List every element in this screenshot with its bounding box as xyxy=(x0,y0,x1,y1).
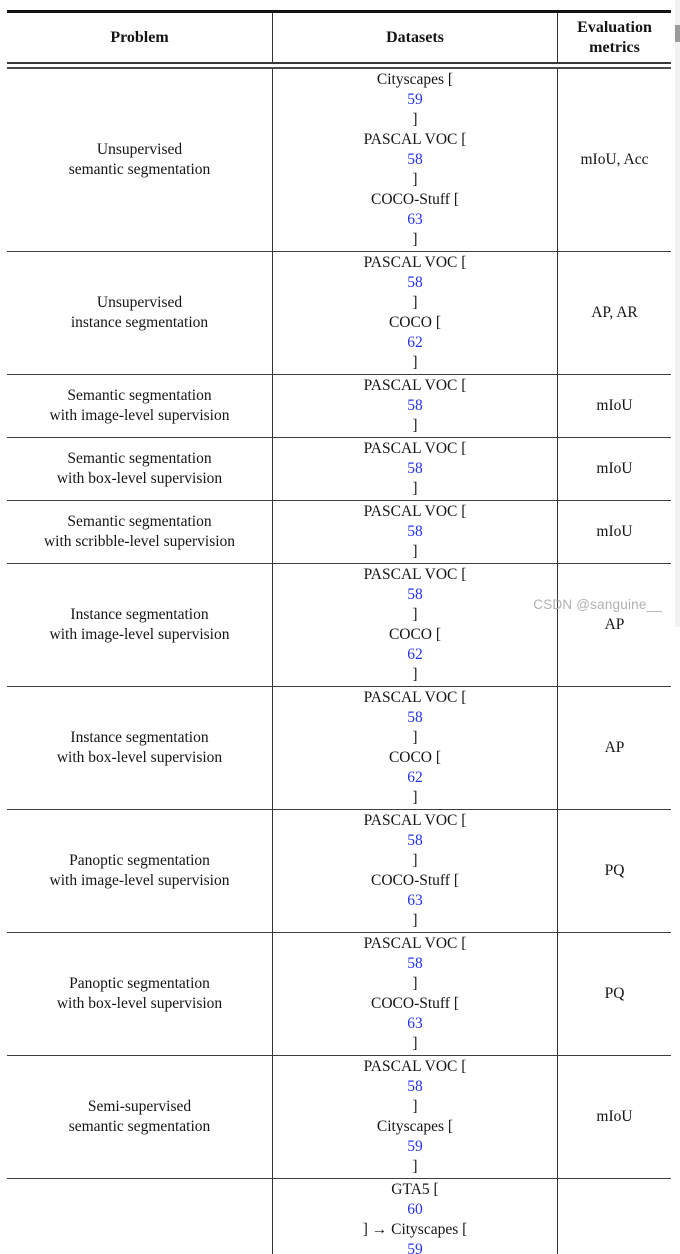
column-header-datasets: Datasets xyxy=(272,13,557,62)
citation-link[interactable]: 58 xyxy=(407,586,423,603)
table-row: Panoptic segmentation with box-level supe… xyxy=(7,933,671,1056)
metrics-cell: mIoU xyxy=(557,438,671,500)
metrics-cell: AP xyxy=(557,687,671,809)
metrics-cell: mIoU, Acc xyxy=(557,69,671,251)
citation-link[interactable]: 58 xyxy=(407,523,423,540)
citation-link[interactable]: 58 xyxy=(407,832,423,849)
problem-cell: Instance segmentation with box-level supe… xyxy=(56,729,223,766)
citation-link[interactable]: 62 xyxy=(407,646,423,663)
metrics-cell: mIoU xyxy=(557,1179,671,1254)
citation-link[interactable]: 63 xyxy=(407,211,423,228)
scrollbar-thumb[interactable] xyxy=(675,25,680,42)
citation-link[interactable]: 58 xyxy=(407,460,423,477)
metrics-cell: mIoU xyxy=(557,375,671,437)
datasets-cell: PASCAL VOC [58] COCO-Stuff [63] xyxy=(272,933,557,1055)
citation-link[interactable]: 63 xyxy=(407,892,423,909)
datasets-cell: GTA5 [60] → Cityscapes [59]SYNTHIA [61] … xyxy=(272,1179,557,1254)
table-top-rule xyxy=(7,10,671,13)
problem-cell: Panoptic segmentation with image-level su… xyxy=(49,852,230,889)
table-row: Instance segmentation with box-level supe… xyxy=(7,687,671,810)
problem-cell: Domain adaptivesemantic segmentation xyxy=(7,1179,272,1254)
table-row: Unsupervised instance segmentation PASCAL … xyxy=(7,252,671,375)
citation-link[interactable]: 58 xyxy=(407,955,423,972)
metrics-cell: PQ xyxy=(557,810,671,932)
problem-cell: Semi-supervised semantic segmentation xyxy=(68,1098,211,1135)
csdn-watermark: CSDN @sanguine__ xyxy=(533,597,662,612)
problem-cell: Semantic segmentation with box-level supe… xyxy=(56,450,223,487)
datasets-cell: PASCAL VOC [58] Cityscapes [59] xyxy=(272,1056,557,1178)
table-row: Semantic segmentation with image-level su… xyxy=(7,375,671,438)
table-row: Semantic segmentation with box-level supe… xyxy=(7,438,671,501)
citation-link[interactable]: 59 xyxy=(407,91,423,108)
citation-link[interactable]: 58 xyxy=(407,151,423,168)
metrics-cell: mIoU xyxy=(557,1056,671,1178)
problem-cell: Semantic segmentation with image-level su… xyxy=(49,387,230,424)
datasets-cell: PASCAL VOC [58] COCO [62] xyxy=(272,252,557,374)
datasets-cell: PASCAL VOC [58] COCO [62] xyxy=(272,564,557,686)
problem-cell: Unsupervised instance segmentation xyxy=(70,294,209,331)
table-row: Semi-supervised semantic segmentation PASC… xyxy=(7,1056,671,1179)
datasets-cell: Cityscapes [59] PASCAL VOC [58] COCO-Stuff… xyxy=(272,69,557,251)
problem-cell: Panoptic segmentation with box-level supe… xyxy=(56,975,223,1012)
problems-datasets-table: Problem Datasets Evaluation metrics Unsu… xyxy=(7,10,671,1254)
datasets-cell: PASCAL VOC [58] xyxy=(272,375,557,437)
citation-link[interactable]: 59 xyxy=(407,1138,423,1155)
table-header-row: Problem Datasets Evaluation metrics xyxy=(7,13,671,62)
citation-link[interactable]: 63 xyxy=(407,1015,423,1032)
citation-link[interactable]: 62 xyxy=(407,769,423,786)
column-header-evaluation-metrics: Evaluation metrics xyxy=(557,13,671,62)
citation-link[interactable]: 59 xyxy=(407,1241,423,1254)
table-row: Instance segmentation with image-level su… xyxy=(7,564,671,687)
datasets-cell: PASCAL VOC [58] COCO [62] xyxy=(272,687,557,809)
table-row: Unsupervised semantic segmentation Citysca… xyxy=(7,69,671,252)
citation-link[interactable]: 58 xyxy=(407,397,423,414)
problem-cell: Unsupervised semantic segmentation xyxy=(68,141,211,178)
citation-link[interactable]: 58 xyxy=(407,1078,423,1095)
datasets-cell: PASCAL VOC [58] xyxy=(272,438,557,500)
metrics-cell: PQ xyxy=(557,933,671,1055)
problem-cell: Instance segmentation with image-level su… xyxy=(49,606,230,643)
column-header-problem: Problem xyxy=(110,28,169,46)
table-row: Domain adaptivesemantic segmentationGTA5… xyxy=(7,1179,671,1254)
paper-table-screenshot: Problem Datasets Evaluation metrics Unsu… xyxy=(7,0,680,1254)
header-double-rule xyxy=(7,62,671,69)
scrollbar[interactable] xyxy=(675,0,680,627)
table-row: Semantic segmentation with scribble-level… xyxy=(7,501,671,564)
datasets-cell: PASCAL VOC [58] xyxy=(272,501,557,563)
datasets-cell: PASCAL VOC [58] COCO-Stuff [63] xyxy=(272,810,557,932)
citation-link[interactable]: 60 xyxy=(407,1201,423,1218)
citation-link[interactable]: 58 xyxy=(407,709,423,726)
problem-cell: Semantic segmentation with scribble-level… xyxy=(43,513,236,550)
metrics-cell: AP, AR xyxy=(557,252,671,374)
metrics-cell: AP xyxy=(557,564,671,686)
citation-link[interactable]: 58 xyxy=(407,274,423,291)
metrics-cell: mIoU xyxy=(557,501,671,563)
citation-link[interactable]: 62 xyxy=(407,334,423,351)
table-row: Panoptic segmentation with image-level su… xyxy=(7,810,671,933)
table-body: Unsupervised semantic segmentation Citysca… xyxy=(7,69,671,1254)
